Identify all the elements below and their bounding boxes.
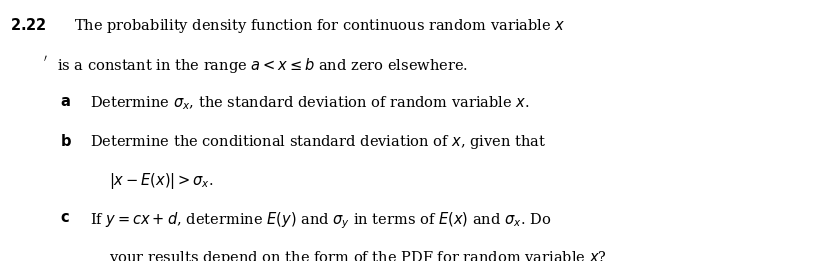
Text: $\mathbf{c}$: $\mathbf{c}$	[60, 210, 70, 225]
Text: If $y = cx + d$, determine $E(y)$ and $\sigma_y$ in terms of $E(x)$ and $\sigma_: If $y = cx + d$, determine $E(y)$ and $\…	[90, 210, 552, 231]
Text: The probability density function for continuous random variable $x$: The probability density function for con…	[74, 17, 565, 35]
Text: $\mathbf{b}$: $\mathbf{b}$	[60, 133, 72, 149]
Text: $\mathbf{2.22}$: $\mathbf{2.22}$	[10, 17, 46, 33]
Text: is a constant in the range $a < x \leq b$ and zero elsewhere.: is a constant in the range $a < x \leq b…	[57, 56, 468, 75]
Text: Determine the conditional standard deviation of $x$, given that: Determine the conditional standard devia…	[90, 133, 547, 151]
Text: Determine $\sigma_x$, the standard deviation of random variable $x$.: Determine $\sigma_x$, the standard devia…	[90, 94, 530, 112]
Text: $|x - E(x)| > \sigma_x$.: $|x - E(x)| > \sigma_x$.	[109, 171, 213, 192]
Text: $'$: $'$	[43, 56, 48, 70]
Text: your results depend on the form of the PDF for random variable $x$?: your results depend on the form of the P…	[109, 249, 607, 261]
Text: $\mathbf{a}$: $\mathbf{a}$	[60, 94, 71, 109]
